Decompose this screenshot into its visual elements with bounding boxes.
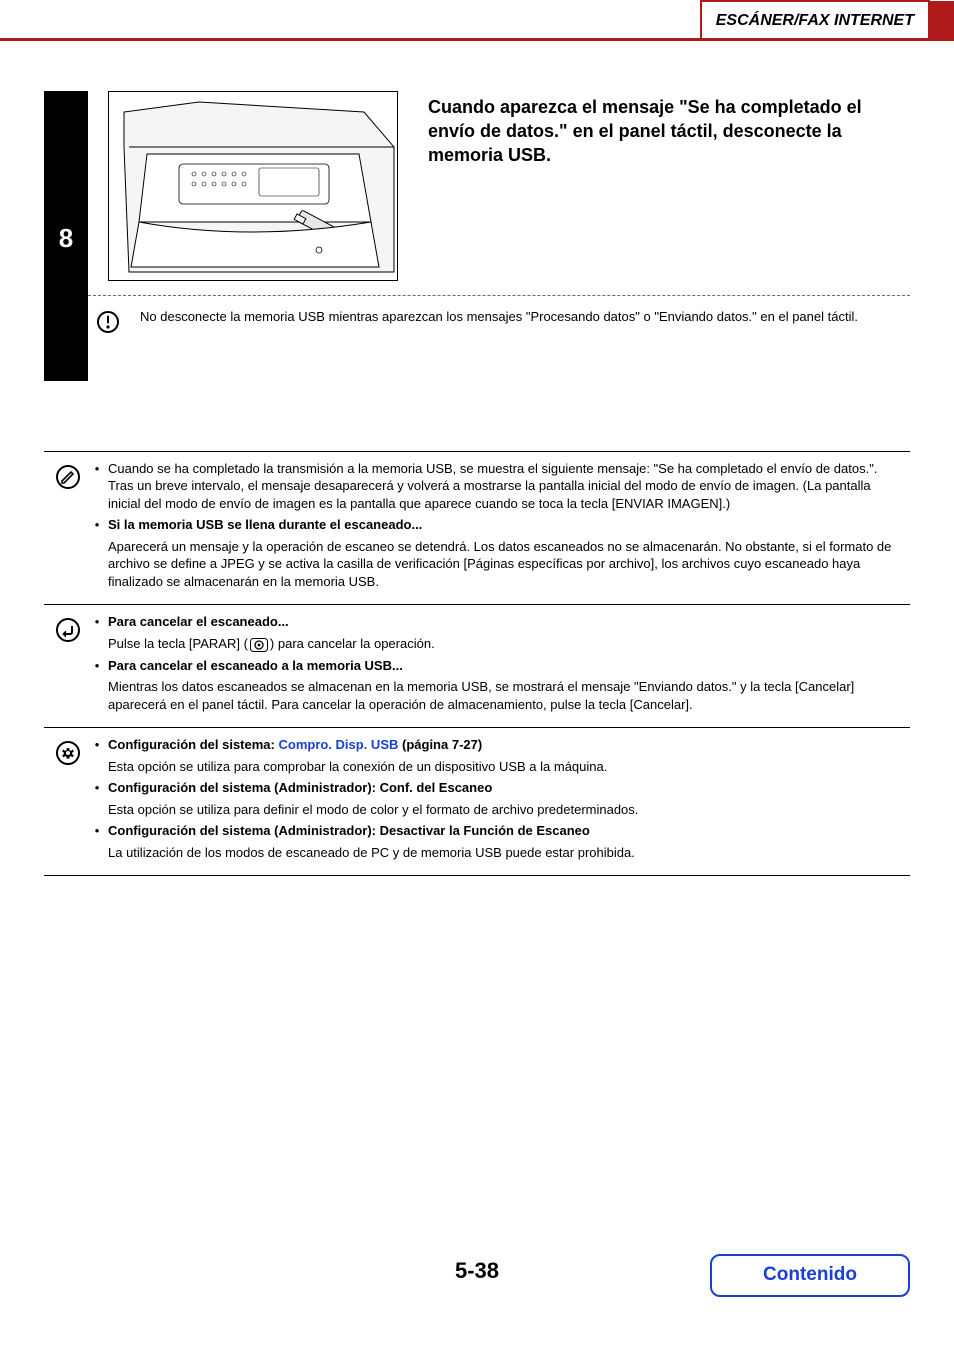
settings-3-desc: La utilización de los modos de escaneado… bbox=[108, 844, 904, 862]
settings-1-prefix: Configuración del sistema: bbox=[108, 737, 278, 752]
step-body: Cuando aparezca el mensaje "Se ha comple… bbox=[88, 91, 910, 381]
note-2-body: Aparecerá un mensaje y la operación de e… bbox=[108, 538, 904, 591]
note-bullet-1: • Cuando se ha completado la transmisión… bbox=[92, 460, 904, 513]
warning-row: No desconecte la memoria USB mientras ap… bbox=[88, 308, 910, 352]
cancel-1-title: Para cancelar el escaneado... bbox=[108, 614, 289, 629]
note-bullet-2: • Si la memoria USB se llena durante el … bbox=[92, 516, 904, 534]
step-block: 8 bbox=[0, 91, 954, 381]
warning-text: No desconecte la memoria USB mientras ap… bbox=[140, 308, 910, 326]
gear-icon bbox=[44, 736, 92, 865]
settings-bullet-2: • Configuración del sistema (Administrad… bbox=[92, 779, 904, 797]
cancel-2-body: Mientras los datos escaneados se almacen… bbox=[108, 678, 904, 713]
contents-button[interactable]: Contenido bbox=[710, 1254, 910, 1297]
settings-1-link[interactable]: Compro. Disp. USB bbox=[278, 737, 398, 752]
cancel-bullet-1: • Para cancelar el escaneado... bbox=[92, 613, 904, 631]
back-icon bbox=[44, 613, 92, 717]
cancel-section: • Para cancelar el escaneado... Pulse la… bbox=[44, 605, 910, 728]
note-section: • Cuando se ha completado la transmisión… bbox=[44, 451, 910, 606]
settings-bullet-3: • Configuración del sistema (Administrad… bbox=[92, 822, 904, 840]
header-title: ESCÁNER/FAX INTERNET bbox=[700, 0, 930, 41]
settings-2-desc: Esta opción se utiliza para definir el m… bbox=[108, 801, 904, 819]
settings-2-title: Configuración del sistema (Administrador… bbox=[108, 780, 492, 795]
step-number-column: 8 bbox=[44, 91, 88, 381]
settings-3-title: Configuración del sistema (Administrador… bbox=[108, 823, 590, 838]
step-heading: Cuando aparezca el mensaje "Se ha comple… bbox=[428, 91, 910, 281]
header-red-tab bbox=[930, 1, 954, 41]
settings-section: • Configuración del sistema: Compro. Dis… bbox=[44, 728, 910, 876]
settings-1-page: (página 7-27) bbox=[398, 737, 482, 752]
page-header: ESCÁNER/FAX INTERNET bbox=[0, 0, 954, 41]
note-2-title: Si la memoria USB se llena durante el es… bbox=[108, 517, 422, 532]
cancel-1-body: Pulse la tecla [PARAR] ( ) para cancelar… bbox=[108, 635, 904, 653]
header-rule bbox=[0, 1, 700, 41]
device-illustration bbox=[108, 91, 398, 281]
dashed-separator bbox=[88, 295, 910, 296]
cancel-bullet-2: • Para cancelar el escaneado a la memori… bbox=[92, 657, 904, 675]
caution-icon bbox=[94, 308, 122, 334]
settings-bullet-1: • Configuración del sistema: Compro. Dis… bbox=[92, 736, 904, 754]
note-icon bbox=[44, 460, 92, 595]
settings-1-desc: Esta opción se utiliza para comprobar la… bbox=[108, 758, 904, 776]
stop-key-icon bbox=[250, 638, 268, 652]
cancel-2-title: Para cancelar el escaneado a la memoria … bbox=[108, 658, 403, 673]
step-number: 8 bbox=[59, 221, 73, 256]
